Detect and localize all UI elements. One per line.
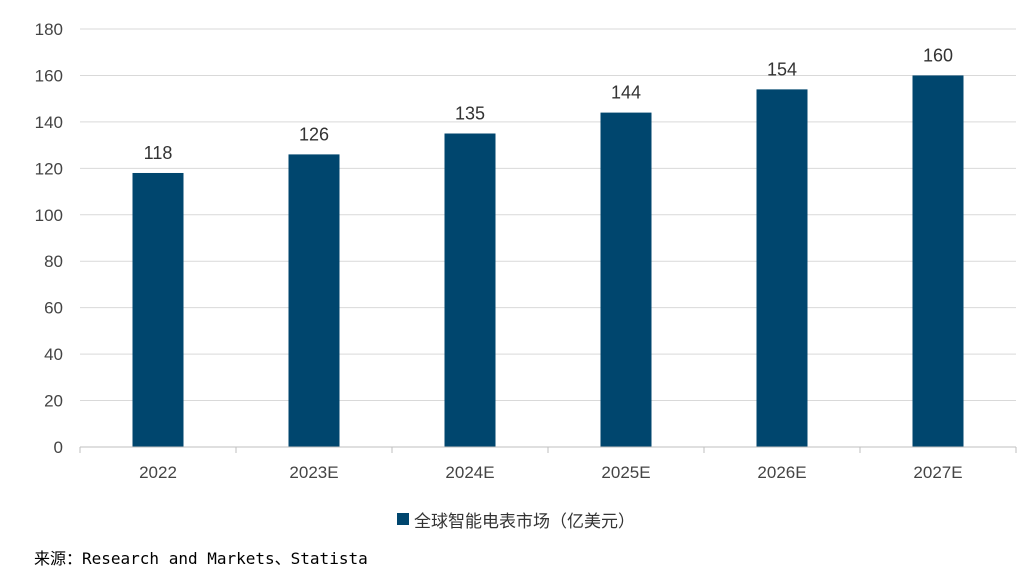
x-tick-label-2023E: 2023E <box>289 463 338 482</box>
y-tick-label-160: 160 <box>35 66 63 85</box>
legend-label: 全球智能电表市场（亿美元） <box>414 511 635 532</box>
y-tick-label-60: 60 <box>44 299 63 318</box>
data-label-2024E: 135 <box>455 104 485 124</box>
x-tick-label-2024E: 2024E <box>445 463 494 482</box>
x-tick-label-2022: 2022 <box>139 463 177 482</box>
gridlines <box>80 28 1016 402</box>
data-label-2025E: 144 <box>611 83 641 103</box>
data-label-2027E: 160 <box>923 45 953 65</box>
y-axis-tick-labels: 0 20 40 60 80 100 120 140 160 180 <box>35 20 63 457</box>
data-label-2026E: 154 <box>767 59 797 79</box>
bar-2027E <box>912 75 964 447</box>
y-tick-label-180: 180 <box>35 20 63 39</box>
y-tick-label-80: 80 <box>44 252 63 271</box>
y-tick-label-20: 20 <box>44 392 63 411</box>
y-tick-label-140: 140 <box>35 113 63 132</box>
bar-2024E <box>444 133 496 447</box>
x-tick-label-2026E: 2026E <box>757 463 806 482</box>
y-tick-label-120: 120 <box>35 159 63 178</box>
bar-2022 <box>132 172 184 447</box>
source-note: 来源：Research and Markets、Statista <box>34 549 368 568</box>
bars <box>132 75 964 447</box>
data-labels: 118 126 135 144 154 160 <box>144 45 953 163</box>
x-axis-tick-labels: 2022 2023E 2024E 2025E 2026E 2027E <box>139 463 963 482</box>
data-label-2023E: 126 <box>299 124 329 144</box>
bar-2025E <box>600 112 652 447</box>
bar-2023E <box>288 154 340 447</box>
x-tick-label-2025E: 2025E <box>601 463 650 482</box>
y-tick-label-0: 0 <box>54 438 63 457</box>
y-tick-label-40: 40 <box>44 345 63 364</box>
legend-swatch <box>397 513 409 525</box>
legend: 全球智能电表市场（亿美元） <box>397 507 635 532</box>
data-label-2022: 118 <box>144 143 173 163</box>
bar-2026E <box>756 89 808 447</box>
x-tick-label-2027E: 2027E <box>913 463 962 482</box>
x-axis <box>79 446 1017 453</box>
y-tick-label-100: 100 <box>35 206 63 225</box>
